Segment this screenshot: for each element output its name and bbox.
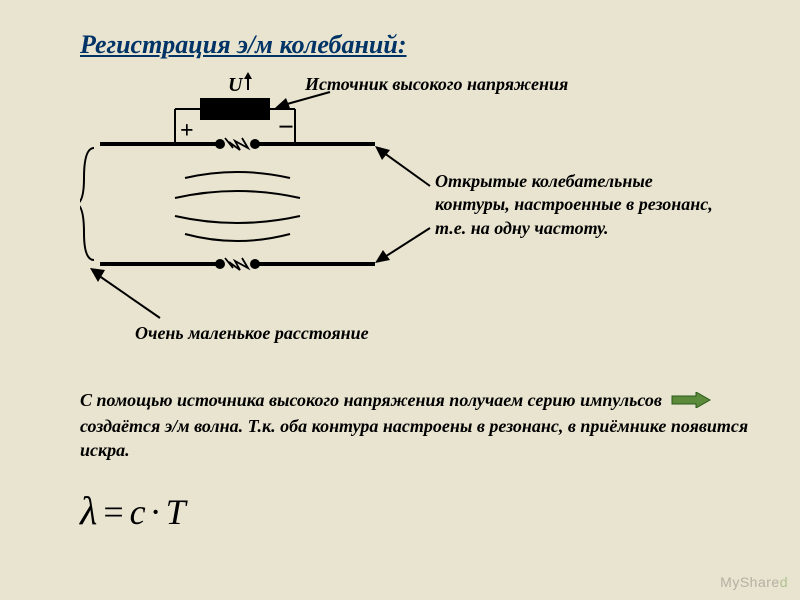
pointer-arrow: [95, 273, 160, 318]
formula: λ=c·T: [80, 487, 750, 534]
hv-source-box: [200, 98, 270, 120]
wave-line: [185, 172, 290, 178]
gap-ball: [215, 259, 225, 269]
wave-line: [175, 191, 300, 198]
body-paragraph: С помощью источника высокого напряжения …: [80, 388, 750, 463]
inline-arrow-icon: [670, 390, 712, 414]
spark-icon: [225, 138, 248, 150]
watermark: MyShared: [720, 574, 788, 590]
plus-sign: +: [180, 118, 194, 144]
wave-line: [175, 216, 300, 223]
gap-ball: [250, 259, 260, 269]
slide-title: Регистрация э/м колебаний:: [80, 30, 750, 60]
gap-ball: [215, 139, 225, 149]
gap-ball: [250, 139, 260, 149]
circuit-svg: + −: [80, 78, 720, 358]
curly-brace: [80, 148, 94, 260]
diagram: U Источник высокого напряжения Открытые …: [80, 78, 720, 378]
minus-sign: −: [278, 112, 294, 143]
spark-icon: [225, 258, 248, 270]
wave-line: [185, 234, 290, 241]
pointer-arrow: [380, 150, 430, 186]
pointer-arrow: [380, 228, 430, 260]
